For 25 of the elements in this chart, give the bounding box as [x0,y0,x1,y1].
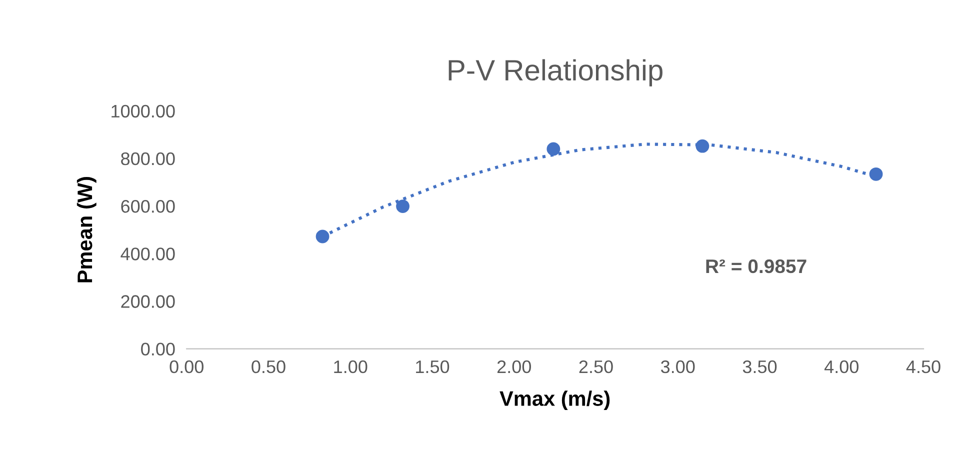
chart-title: P-V Relationship [448,59,662,86]
y-tick-label: 800.00 [121,152,175,166]
point [546,142,560,156]
x-tick-label: 1.50 [416,360,450,374]
y-tick-label: 0.00 [141,342,175,356]
x-tick-label: 4.00 [824,360,858,374]
point [869,167,883,181]
point [696,139,710,153]
x-tick-label: 0.00 [170,360,204,374]
point [316,230,330,244]
y-tick-label: 200.00 [121,295,175,308]
x-tick-label: 3.00 [660,360,695,374]
x-axis-title: Vmax (m/s) [500,390,610,410]
x-tick-label: 2.50 [579,360,613,374]
point [396,200,410,213]
x-tick-label: 3.50 [742,360,777,374]
y-tick-label: 600.00 [121,200,175,213]
x-tick-label: 4.50 [906,360,940,374]
y-tick-label: 1000.00 [112,104,175,118]
x-tick-label: 2.00 [497,360,531,374]
x-tick-label: 1.00 [334,360,368,374]
y-axis-title: Pmean (W) [76,177,96,282]
x-tick-label: 0.50 [252,360,286,374]
y-tick-label: 400.00 [120,248,175,260]
annotation: R² = 0.9857 [706,259,806,274]
